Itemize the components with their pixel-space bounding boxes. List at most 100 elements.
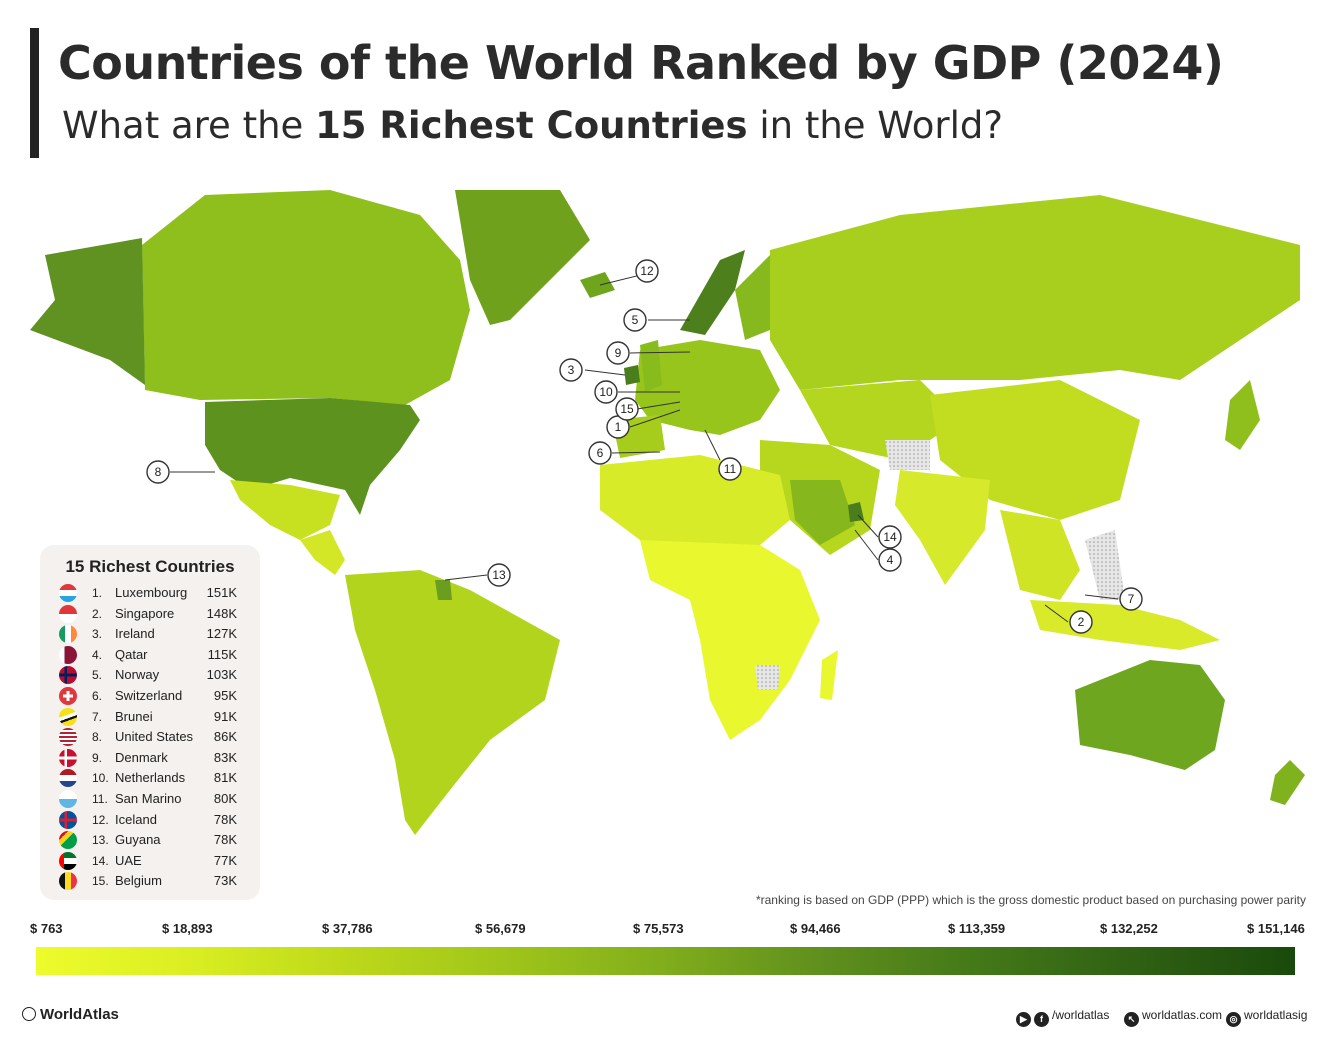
callout-label: 1: [615, 420, 622, 434]
legend-rank: 15.: [92, 874, 109, 889]
callout-label: 11: [724, 462, 737, 476]
legend-item: 13. Guyana 78K: [40, 830, 260, 850]
legend-country-name: United States: [115, 729, 194, 745]
scale-segment: [193, 947, 351, 975]
callout-circle: [1119, 587, 1143, 611]
youtube-icon: ▶: [1016, 1012, 1031, 1027]
instagram-icon: ◎: [1226, 1012, 1241, 1027]
instagram-link[interactable]: ◎ worldatlasig: [1226, 1008, 1307, 1027]
footnote: *ranking is based on GDP (PPP) which is …: [755, 893, 1306, 907]
legend-gdp-value: 103K: [206, 667, 237, 683]
bel-flag-icon: [59, 872, 77, 891]
brand-logo[interactable]: WorldAtlas: [22, 1006, 119, 1023]
callout-label: 13: [492, 568, 506, 582]
legend-rank: 1.: [92, 586, 103, 600]
legend-item: 14. UAE 77K: [40, 851, 260, 871]
legend-gdp-value: 81K: [213, 770, 237, 786]
instagram-text: worldatlasig: [1244, 1008, 1308, 1022]
color-scale-bar: [36, 947, 1295, 975]
lux-flag-icon: [59, 584, 77, 602]
page-title: Countries of the World Ranked by GDP (20…: [58, 36, 1224, 90]
legend-country-name: Norway: [115, 667, 160, 683]
globe-icon: [22, 1007, 36, 1021]
callout-circle: [623, 308, 647, 332]
legend-rank: 5.: [92, 668, 103, 683]
legend-gdp-value: 148K: [206, 605, 237, 621]
legend-gdp-value: 83K: [213, 749, 237, 765]
country-southeast-asia: [1000, 510, 1080, 600]
callout-circle: [1069, 610, 1093, 634]
no-data-region: [1085, 530, 1125, 600]
callout-circle: [615, 397, 639, 421]
sgp-flag-icon: [59, 604, 77, 623]
legend-country-name: UAE: [115, 852, 142, 868]
brand-name: WorldAtlas: [40, 1006, 119, 1023]
legend-rank: 12.: [92, 812, 109, 827]
legend-item: 9. Denmark 83K: [40, 748, 260, 768]
website-link[interactable]: ↖ worldatlas.com: [1124, 1008, 1222, 1027]
brn-flag-icon: [59, 707, 77, 726]
legend-gdp-value: 86K: [213, 729, 237, 745]
isl-flag-icon: [59, 810, 77, 829]
usa-flag-icon: [59, 728, 77, 747]
country-europe: [635, 340, 780, 435]
legend-country-name: Ireland: [115, 626, 155, 642]
legend-rank: 7.: [92, 709, 103, 724]
scale-tick-label: $ 113,359: [948, 921, 1006, 936]
legend-title: 15 Richest Countries: [65, 557, 235, 576]
legend-rank: 4.: [92, 647, 103, 662]
callout-label: 10: [599, 385, 613, 399]
dnk-flag-icon: [59, 748, 77, 767]
legend-gdp-value: 78K: [213, 832, 237, 848]
legend-rank: 14.: [92, 853, 109, 868]
legend-item: 4. Qatar 115K: [40, 645, 260, 665]
irl-flag-icon: [59, 625, 77, 644]
callout-label: 3: [568, 363, 575, 377]
callout-label: 8: [155, 465, 162, 479]
subtitle-bold: 15 Richest Countries: [315, 104, 748, 147]
social-handle-text: /worldatlas: [1052, 1008, 1110, 1022]
callout-circle: [487, 563, 511, 587]
callout-label: 7: [1128, 592, 1135, 606]
country-central-america: [300, 530, 345, 575]
legend-item: 12. Iceland 78K: [40, 810, 260, 830]
social-handle[interactable]: ▶ f/worldatlas: [1016, 1008, 1109, 1027]
are-flag-icon: [59, 851, 77, 870]
country-mexico: [230, 480, 340, 540]
scale-tick-label: $ 75,573: [633, 921, 684, 936]
legend-rank: 13.: [92, 833, 109, 848]
facebook-icon: f: [1034, 1012, 1049, 1027]
legend-country-name: Brunei: [115, 708, 153, 724]
legend-country-name: Denmark: [115, 749, 168, 765]
callout-label: 5: [632, 313, 639, 327]
nld-flag-icon: [59, 769, 77, 788]
cursor-icon: ↖: [1124, 1012, 1139, 1027]
qat-flag-icon: [59, 645, 77, 664]
legend-gdp-value: 80K: [213, 791, 237, 806]
legend-item: 2. Singapore 148K: [40, 604, 260, 624]
scale-segment: [822, 947, 980, 975]
callout-circle: [635, 259, 659, 283]
legend-gdp-value: 115K: [207, 646, 237, 662]
legend-country-name: Singapore: [115, 605, 175, 621]
callout-label: 4: [887, 553, 894, 567]
country-south-america: [345, 570, 560, 835]
scale-tick-label: $ 37,786: [322, 921, 373, 936]
legend-country-name: Luxembourg: [115, 585, 188, 600]
legend-item: 3. Ireland 127K: [40, 624, 260, 644]
scale-segment: [350, 947, 509, 975]
legend-rank: 11.: [92, 792, 108, 806]
country-norway: [680, 250, 745, 335]
callout-label: 15: [620, 402, 634, 416]
smr-flag-icon: [59, 790, 77, 808]
scale-tick-label: $ 763: [30, 921, 63, 936]
scale-segment: [1136, 947, 1295, 975]
legend-rank: 10.: [92, 771, 109, 786]
legend-item: 8. United States 86K: [40, 727, 260, 747]
legend-item: 11. San Marino 80K: [40, 789, 260, 809]
legend-panel: 15 Richest Countries 1. Luxembourg 151K 2. S…: [40, 545, 260, 900]
map-callouts: [170, 270, 1119, 623]
scale-tick-label: $ 56,679: [475, 921, 526, 936]
